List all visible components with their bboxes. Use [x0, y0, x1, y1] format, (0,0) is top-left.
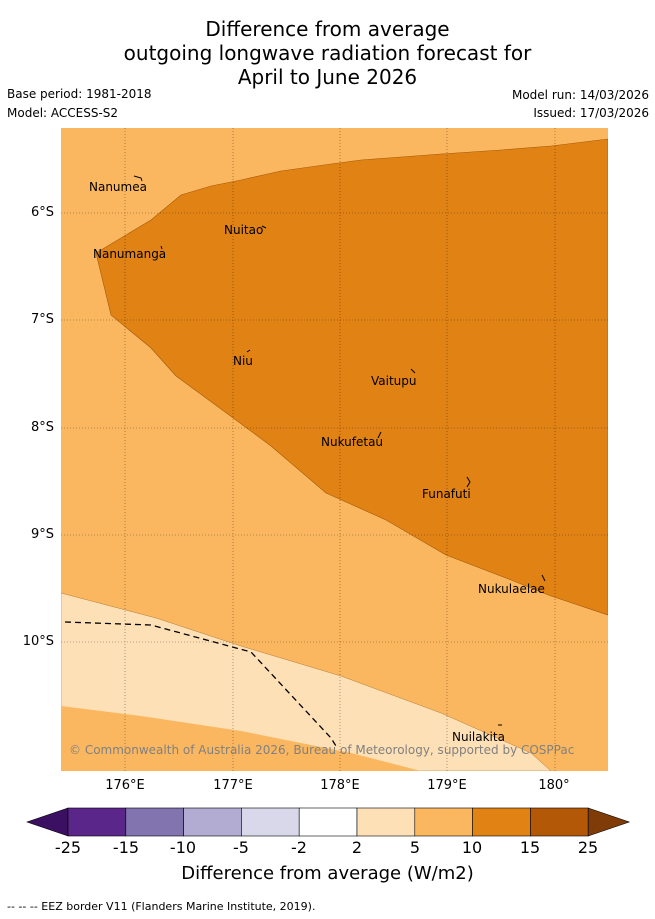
lon-label-178e: 178°E: [320, 778, 360, 793]
eez-legend: -- -- -- EEZ border V11 (Flanders Marine…: [7, 900, 316, 913]
colorbar-tick: 15: [519, 838, 541, 857]
grid-lines: [61, 128, 608, 771]
place-niu: Niu: [233, 354, 253, 368]
place-nukulaelae: Nukulaelae: [478, 582, 545, 596]
colorbar: [26, 807, 631, 837]
lat-label-9s: 9°S: [30, 527, 54, 542]
colorbar-tick: -2: [291, 838, 307, 857]
colorbar-tick: 5: [409, 838, 421, 857]
map-svg: [61, 128, 608, 771]
lat-label-6s: 6°S: [30, 205, 54, 220]
colorbar-segment: [530, 807, 589, 837]
colorbar-extend-high: [587, 807, 631, 837]
lon-label-180: 180°: [538, 778, 570, 793]
colorbar-extend-low: [26, 807, 69, 837]
issued-date: Issued: 17/03/2026: [533, 106, 649, 120]
colorbar-tick: -10: [169, 838, 197, 857]
colorbar-segment: [472, 807, 531, 837]
map-area[interactable]: [61, 128, 608, 771]
colorbar-tick: 2: [351, 838, 363, 857]
colorbar-segment: [241, 807, 300, 837]
model-name: Model: ACCESS-S2: [7, 106, 119, 120]
title-line-1: Difference from average: [205, 17, 450, 41]
colorbar-segment: [414, 807, 473, 837]
colorbar-segment: [67, 807, 127, 837]
colorbar-segment: [298, 807, 358, 837]
colorbar-segment: [183, 807, 242, 837]
base-period: Base period: 1981-2018: [7, 87, 152, 101]
lat-label-7s: 7°S: [30, 312, 54, 327]
title-line-3: April to June 2026: [237, 65, 418, 89]
model-run: Model run: 14/03/2026: [511, 88, 649, 102]
region-10-15: [95, 138, 608, 616]
lat-label-8s: 8°S: [30, 420, 54, 435]
place-nanumea: Nanumea: [89, 180, 147, 194]
place-nukufetau: Nukufetau: [321, 435, 384, 449]
colorbar-tick: -5: [233, 838, 249, 857]
lon-label-179e: 179°E: [427, 778, 467, 793]
colorbar-tick: -15: [112, 838, 140, 857]
lat-label-10s: 10°S: [22, 634, 54, 649]
lon-label-177e: 177°E: [213, 778, 253, 793]
colorbar-segment: [125, 807, 184, 837]
title-line-2: outgoing longwave radiation forecast for: [123, 41, 532, 65]
colorbar-segment: [356, 807, 416, 837]
region-2-5-lower-edge: [61, 706, 421, 771]
colorbar-tick: 10: [461, 838, 483, 857]
colorbar-tick: -25: [54, 838, 82, 857]
colorbar-label: Difference from average (W/m2): [181, 863, 474, 884]
copyright-notice: © Commonwealth of Australia 2026, Bureau…: [69, 743, 575, 757]
eez-border: [64, 621, 337, 747]
place-nuilakita: Nuilakita: [452, 730, 505, 744]
lon-label-176e: 176°E: [105, 778, 145, 793]
island-marks: [133, 175, 546, 726]
place-vaitupu: Vaitupu: [371, 374, 417, 388]
colorbar-tick: 25: [577, 838, 599, 857]
place-funafuti: Funafuti: [422, 487, 471, 501]
place-nanumanga: Nanumanga: [93, 247, 167, 261]
place-nuitao: Nuitao: [224, 223, 264, 237]
